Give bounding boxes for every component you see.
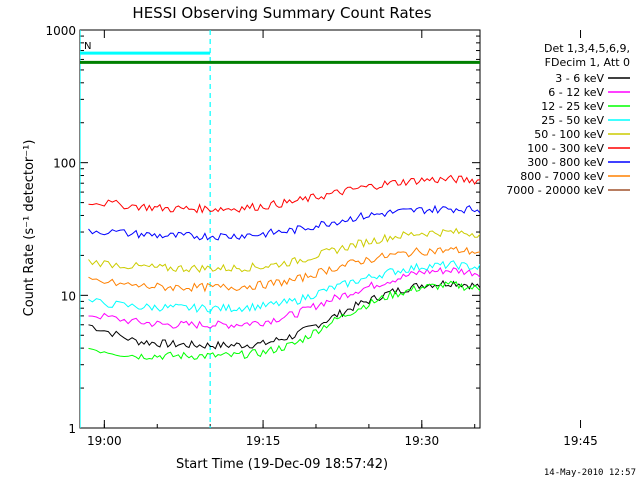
series-line — [88, 227, 480, 273]
legend-entry: 7000 - 20000 keV — [506, 184, 604, 197]
series-line — [88, 280, 480, 361]
y-tick-label: 1 — [68, 422, 76, 436]
x-tick-label: 19:45 — [563, 434, 598, 448]
x-tick-label: 19:00 — [87, 434, 122, 448]
legend: Det 1,3,4,5,6,9,FDecim 1, Att 0 3 - 6 keV… — [506, 42, 630, 197]
y-tick-label: 1000 — [45, 24, 76, 38]
plot-area: 110100100019:0019:1519:3019:4520:0020:15… — [45, 24, 598, 448]
legend-entry: 50 - 100 keV — [534, 128, 604, 141]
chart-title: HESSI Observing Summary Count Rates — [132, 4, 431, 22]
series-line — [88, 279, 480, 350]
x-tick-label: 19:15 — [246, 434, 281, 448]
series-line — [88, 246, 480, 293]
y-axis-label: Count Rate (s⁻¹ detector⁻¹) — [22, 140, 37, 317]
footer-timestamp: 14-May-2010 12:57 — [543, 468, 636, 478]
legend-entry: 100 - 300 keV — [527, 142, 604, 155]
x-axis-label: Start Time (19-Dec-09 18:57:42) — [176, 457, 388, 472]
series-line — [88, 204, 480, 241]
plot-frame — [79, 29, 481, 429]
legend-header: Det 1,3,4,5,6,9, — [544, 42, 630, 55]
legend-header: FDecim 1, Att 0 — [545, 56, 630, 69]
legend-entry: 300 - 800 keV — [527, 156, 604, 169]
legend-entry: 12 - 25 keV — [541, 100, 604, 113]
flag-label: N — [84, 41, 91, 52]
y-tick-label: 100 — [53, 157, 76, 171]
legend-entry: 6 - 12 keV — [548, 86, 604, 99]
legend-entry: 25 - 50 keV — [541, 114, 604, 127]
series-line — [88, 174, 480, 214]
x-tick-label: 19:30 — [405, 434, 440, 448]
series-group: NSRD0RD4 — [80, 30, 480, 428]
legend-entry: 800 - 7000 keV — [520, 170, 604, 183]
series-line — [88, 267, 480, 330]
y-tick-label: 10 — [61, 289, 76, 303]
legend-entry: 3 - 6 keV — [555, 72, 604, 85]
series-line — [88, 260, 480, 314]
